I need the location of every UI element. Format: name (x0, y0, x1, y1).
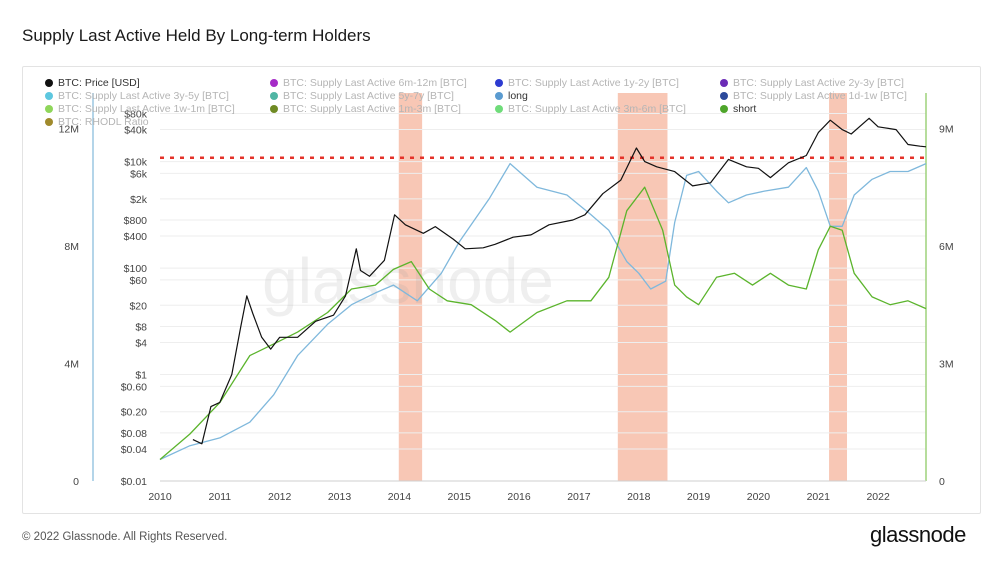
x-tick-label: 2013 (328, 491, 352, 503)
price-tick-label: $0.20 (121, 407, 147, 419)
price-tick-label: $20 (129, 300, 147, 312)
legend-item[interactable]: BTC: Supply Last Active 6m-12m [BTC] (270, 77, 495, 89)
legend-dot-icon (720, 92, 728, 100)
legend-item[interactable]: BTC: Supply Last Active 1m-3m [BTC] (270, 103, 495, 115)
price-tick-label: $8 (135, 321, 147, 333)
left-tick-label: 0 (73, 476, 79, 488)
axes (92, 93, 927, 482)
legend-label: BTC: Supply Last Active 1y-2y [BTC] (508, 77, 679, 89)
short-series-line (159, 186, 927, 460)
glassnode-logo[interactable]: glassnode (870, 522, 966, 547)
series-lines (159, 117, 927, 461)
price-tick-label: $0.60 (121, 381, 147, 393)
legend-label: BTC: Supply Last Active 1m-3m [BTC] (283, 103, 461, 115)
legend-item[interactable]: BTC: Supply Last Active 1w-1m [BTC] (45, 103, 270, 115)
legend-item[interactable]: BTC: Supply Last Active 3y-5y [BTC] (45, 90, 270, 102)
copyright-text: © 2022 Glassnode. All Rights Reserved. (22, 531, 228, 543)
legend-item[interactable]: BTC: Price [USD] (45, 77, 270, 89)
x-tick-label: 2010 (148, 491, 172, 503)
highlight-bands (398, 93, 848, 481)
legend-item[interactable]: BTC: Supply Last Active 5y-7y [BTC] (270, 90, 495, 102)
legend-dot-icon (495, 92, 503, 100)
legend-dot-icon (270, 105, 278, 113)
right-tick-label: 3M (939, 358, 954, 370)
price-series-line (192, 117, 927, 445)
x-tick-label: 2011 (209, 491, 232, 503)
legend-label: BTC: Supply Last Active 3y-5y [BTC] (58, 90, 229, 102)
x-tick-label: 2012 (268, 491, 292, 503)
price-tick-label: $80k (124, 109, 148, 121)
x-tick-label: 2022 (866, 491, 890, 503)
legend-dot-icon (720, 79, 728, 87)
legend-label: BTC: Supply Last Active 5y-7y [BTC] (283, 90, 454, 102)
legend-dot-icon (45, 105, 53, 113)
chart-title: Supply Last Active Held By Long-term Hol… (22, 26, 371, 45)
highlight-band (617, 93, 668, 481)
legend-label: BTC: RHODL Ratio (58, 116, 149, 128)
highlight-band (398, 93, 423, 481)
right-tick-label: 6M (939, 241, 954, 253)
legend: BTC: Price [USD] BTC: Supply Last Active … (45, 77, 945, 128)
legend-dot-icon (270, 92, 278, 100)
price-tick-label: $400 (124, 231, 148, 243)
x-tick-label: 2021 (807, 491, 831, 503)
left-tick-label: 8M (64, 241, 79, 253)
price-tick-label: $0.08 (121, 428, 147, 440)
price-tick-label: $800 (124, 215, 148, 227)
price-tick-label: $1 (135, 370, 147, 382)
x-tick-label: 2016 (507, 491, 531, 503)
chart-svg[interactable]: glassnode 2010 2011 2012 2013 2014 2015 2016 20… (23, 67, 980, 513)
legend-dot-icon (495, 105, 503, 113)
x-tick-label: 2017 (567, 491, 591, 503)
long-series-line (159, 162, 927, 461)
left-tick-label: 12M (59, 123, 79, 135)
legend-label: BTC: Price [USD] (58, 77, 140, 89)
highlight-band (829, 93, 848, 481)
watermark: glassnode (262, 245, 554, 317)
legend-item[interactable]: short (720, 103, 945, 115)
x-tick-label: 2015 (448, 491, 472, 503)
price-tick-label: $100 (124, 263, 148, 275)
price-tick-label: $40k (124, 125, 148, 137)
legend-label: BTC: Supply Last Active 1w-1m [BTC] (58, 103, 235, 115)
price-tick-label: $10k (124, 157, 148, 169)
legend-label: long (508, 90, 528, 102)
right-tick-label: 0 (939, 476, 945, 488)
legend-dot-icon (45, 79, 53, 87)
gridlines (160, 113, 926, 482)
price-tick-label: $2k (130, 194, 148, 206)
legend-label: BTC: Supply Last Active 6m-12m [BTC] (283, 77, 467, 89)
tick-labels: 2010 2011 2012 2013 2014 2015 2016 2017 2018 2019… (59, 109, 954, 503)
legend-dot-icon (270, 79, 278, 87)
legend-dot-icon (45, 92, 53, 100)
price-tick-label: $4 (135, 337, 147, 349)
legend-dot-icon (720, 105, 728, 113)
price-tick-label: $0.01 (121, 476, 147, 488)
x-tick-label: 2020 (747, 491, 771, 503)
legend-item[interactable]: BTC: Supply Last Active 1y-2y [BTC] (495, 77, 720, 89)
price-tick-label: $0.04 (121, 444, 147, 456)
chart-panel: glassnode 2010 2011 2012 2013 2014 2015 2016 20… (22, 66, 981, 514)
legend-dot-icon (45, 118, 53, 126)
legend-label: BTC: Supply Last Active 3m-6m [BTC] (508, 103, 686, 115)
legend-item[interactable]: BTC: RHODL Ratio (45, 116, 270, 128)
legend-label: BTC: Supply Last Active 2y-3y [BTC] (733, 77, 904, 89)
price-tick-label: $6k (130, 168, 148, 180)
x-tick-label: 2019 (687, 491, 711, 503)
x-tick-label: 2014 (388, 491, 412, 503)
x-tick-label: 2018 (627, 491, 651, 503)
legend-label: short (733, 103, 757, 115)
left-tick-label: 4M (64, 358, 79, 370)
price-tick-label: $60 (129, 275, 147, 287)
legend-item[interactable]: BTC: Supply Last Active 2y-3y [BTC] (720, 77, 945, 89)
legend-dot-icon (495, 79, 503, 87)
legend-item[interactable]: BTC: Supply Last Active 1d-1w [BTC] (720, 90, 945, 102)
legend-item[interactable]: long (495, 90, 720, 102)
right-tick-label: 9M (939, 123, 954, 135)
legend-label: BTC: Supply Last Active 1d-1w [BTC] (733, 90, 907, 102)
legend-item[interactable]: BTC: Supply Last Active 3m-6m [BTC] (495, 103, 720, 115)
